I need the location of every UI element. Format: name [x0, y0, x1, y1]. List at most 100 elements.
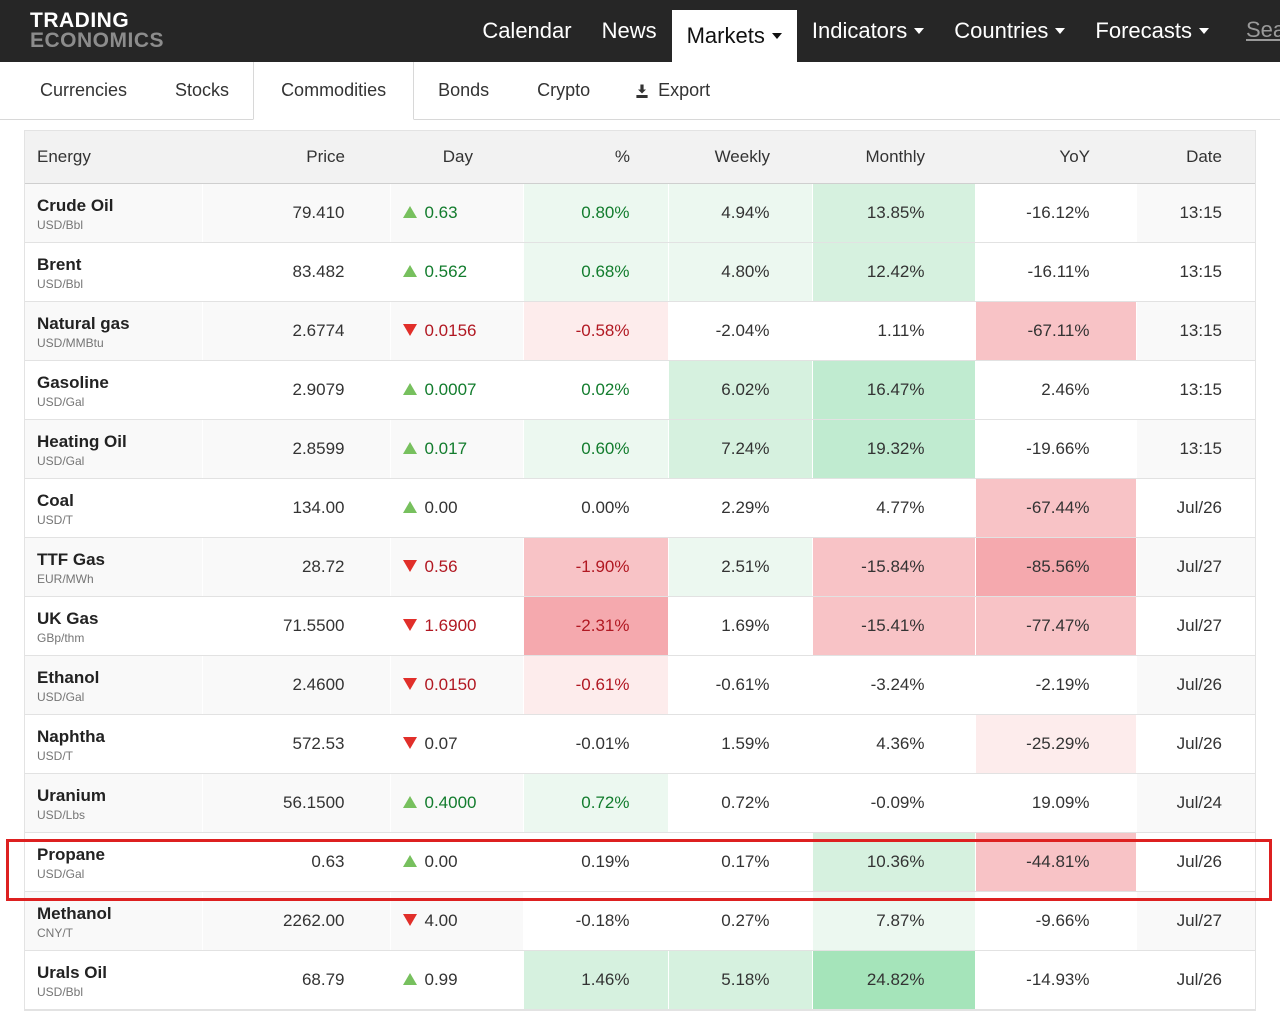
commodity-name[interactable]: Methanol	[37, 903, 112, 923]
commodity-cell[interactable]: Urals Oil USD/Bbl	[25, 950, 203, 1010]
table-row: Uranium USD/Lbs 56.1500 0.4000 0.72% 0.72% -0.…	[25, 773, 1255, 833]
day-change-cell: 0.56	[390, 537, 524, 597]
column-header-weekly[interactable]: Weekly	[668, 131, 812, 184]
commodity-name[interactable]: UK Gas	[37, 608, 99, 628]
nav-item-calendar[interactable]: Calendar	[467, 0, 586, 62]
commodity-cell[interactable]: Brent USD/Bbl	[25, 242, 203, 302]
monthly-cell: 10.36%	[812, 832, 976, 892]
percent-cell: 0.80%	[523, 183, 669, 243]
date-cell: Jul/24	[1136, 773, 1255, 833]
commodity-cell[interactable]: Methanol CNY/T	[25, 891, 203, 951]
table-row: Crude Oil USD/Bbl 79.410 0.63 0.80% 4.94% 13.8…	[25, 183, 1255, 243]
day-change-value: 0.0150	[424, 675, 477, 694]
nav-item-forecasts[interactable]: Forecasts	[1080, 0, 1224, 62]
logo[interactable]: TRADING ECONOMICS	[30, 10, 164, 51]
yoy-cell: -16.12%	[975, 183, 1137, 243]
nav-item-markets[interactable]: Markets	[671, 10, 797, 62]
commodity-name[interactable]: Brent	[37, 254, 82, 274]
subnav-filler	[730, 62, 1280, 120]
commodity-name[interactable]: Ethanol	[37, 667, 100, 687]
percent-cell: 0.72%	[523, 773, 669, 833]
table-row: Gasoline USD/Gal 2.9079 0.0007 0.02% 6.02% 16.…	[25, 360, 1255, 420]
commodity-name[interactable]: Heating Oil	[37, 431, 127, 451]
date-cell: Jul/27	[1136, 537, 1255, 597]
day-change-cell: 0.00	[390, 478, 524, 538]
monthly-cell: -0.09%	[812, 773, 976, 833]
percent-cell: 0.02%	[523, 360, 669, 420]
commodity-unit: USD/Gal	[37, 866, 85, 881]
commodity-cell[interactable]: Ethanol USD/Gal	[25, 655, 203, 715]
yoy-cell: -77.47%	[975, 596, 1137, 656]
commodity-name[interactable]: Gasoline	[37, 372, 109, 392]
day-change-cell: 0.63	[390, 183, 524, 243]
commodity-name[interactable]: Natural gas	[37, 313, 130, 333]
weekly-cell: 2.51%	[668, 537, 813, 597]
weekly-cell: 6.02%	[668, 360, 813, 420]
commodity-cell[interactable]: Uranium USD/Lbs	[25, 773, 203, 833]
day-change-value: 0.562	[424, 262, 468, 281]
weekly-cell: 7.24%	[668, 419, 813, 479]
arrow-up-icon	[402, 796, 417, 809]
commodity-name[interactable]: Crude Oil	[37, 195, 114, 215]
commodity-name[interactable]: Urals Oil	[37, 962, 107, 982]
table-row: Urals Oil USD/Bbl 68.79 0.99 1.46% 5.18% 24.82…	[25, 950, 1255, 1010]
arrow-down-icon	[402, 324, 417, 337]
commodity-unit: USD/Bbl	[37, 984, 84, 999]
yoy-cell: -19.66%	[975, 419, 1137, 479]
yoy-cell: -67.11%	[975, 301, 1137, 361]
price-cell: 2.8599	[202, 419, 391, 479]
commodities-table: Energy Price Day% Weekly Monthly YoY Date Crud…	[25, 131, 1255, 1010]
search-link[interactable]: Search	[1246, 17, 1280, 42]
column-header-yoy[interactable]: YoY	[975, 131, 1136, 184]
nav-item-indicators[interactable]: Indicators	[797, 0, 939, 62]
table-row: UK Gas GBp/thm 71.5500 1.6900 -2.31% 1.69% -15…	[25, 596, 1255, 656]
day-change-cell: 0.07	[390, 714, 524, 774]
price-cell: 2262.00	[202, 891, 391, 951]
nav-item-countries[interactable]: Countries	[939, 0, 1080, 62]
commodity-cell[interactable]: Natural gas USD/MMBtu	[25, 301, 203, 361]
price-cell: 79.410	[202, 183, 391, 243]
weekly-cell: -0.61%	[668, 655, 813, 715]
nav-item-news[interactable]: News	[587, 0, 672, 62]
commodity-unit: CNY/T	[37, 925, 73, 940]
subnav-tab-commodities[interactable]: Commodities	[253, 62, 415, 120]
price-cell: 134.00	[202, 478, 391, 538]
date-cell: Jul/26	[1136, 655, 1255, 715]
subnav-tab-bonds[interactable]: Bonds	[414, 62, 514, 120]
commodity-cell[interactable]: Heating Oil USD/Gal	[25, 419, 203, 479]
subnav-tab-crypto[interactable]: Crypto	[513, 62, 615, 120]
subnav-tab-currencies[interactable]: Currencies	[16, 62, 152, 120]
commodity-cell[interactable]: Crude Oil USD/Bbl	[25, 183, 203, 243]
commodity-name[interactable]: Propane	[37, 844, 106, 864]
price-cell: 2.4600	[202, 655, 391, 715]
arrow-down-icon	[402, 560, 417, 573]
commodity-unit: EUR/MWh	[37, 571, 94, 586]
commodity-cell[interactable]: Gasoline USD/Gal	[25, 360, 203, 420]
commodity-cell[interactable]: UK Gas GBp/thm	[25, 596, 203, 656]
commodity-cell[interactable]: Coal USD/T	[25, 478, 203, 538]
weekly-cell: 0.27%	[668, 891, 813, 951]
date-cell: 13:15	[1136, 242, 1255, 302]
weekly-cell: 4.94%	[668, 183, 813, 243]
column-header-energy[interactable]: Energy	[25, 131, 202, 184]
weekly-cell: 0.72%	[668, 773, 813, 833]
commodity-cell[interactable]: Propane USD/Gal	[25, 832, 203, 892]
commodity-cell[interactable]: Naphtha USD/T	[25, 714, 203, 774]
column-header-monthly[interactable]: Monthly	[812, 131, 975, 184]
commodity-name[interactable]: Uranium	[37, 785, 106, 805]
export-button[interactable]: Export	[614, 62, 731, 120]
column-header-pct[interactable]: %	[523, 131, 668, 184]
top-navigation: TRADING ECONOMICS Calendar News Markets Ind…	[0, 0, 1280, 62]
day-change-cell: 0.562	[390, 242, 524, 302]
commodity-cell[interactable]: TTF Gas EUR/MWh	[25, 537, 203, 597]
commodity-name[interactable]: TTF Gas	[37, 549, 106, 569]
price-cell: 2.9079	[202, 360, 391, 420]
column-header-day[interactable]: Day	[390, 131, 523, 184]
column-header-date[interactable]: Date	[1136, 131, 1255, 184]
column-header-price[interactable]: Price	[202, 131, 390, 184]
subnav-tab-stocks[interactable]: Stocks	[151, 62, 254, 120]
commodity-name[interactable]: Coal	[37, 490, 74, 510]
day-change-cell: 0.00	[390, 832, 524, 892]
commodity-unit: USD/MMBtu	[37, 335, 104, 350]
commodity-name[interactable]: Naphtha	[37, 726, 105, 746]
